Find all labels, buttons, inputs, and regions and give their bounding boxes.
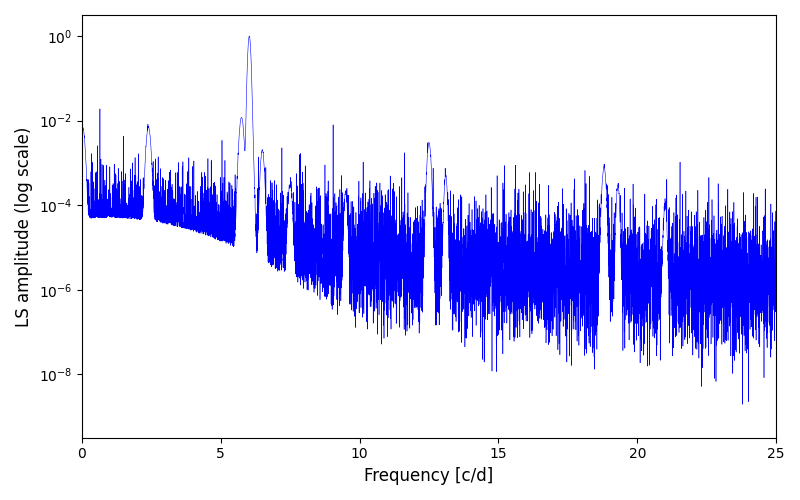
Y-axis label: LS amplitude (log scale): LS amplitude (log scale)	[15, 126, 33, 326]
X-axis label: Frequency [c/d]: Frequency [c/d]	[364, 467, 494, 485]
